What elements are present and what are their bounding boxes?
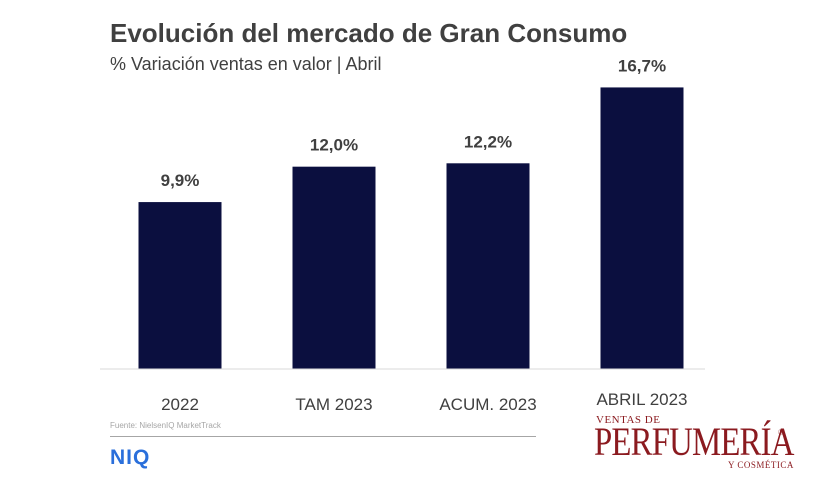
bars-group (138, 87, 684, 369)
chart-subtitle: % Variación ventas en valor | Abril (110, 54, 382, 74)
bar-4 (600, 87, 684, 369)
bar-chart: 9,9% 2022 12,0% TAM 2023 12,2% ACUM. 2023 16,7… (100, 56, 705, 414)
category-label-4: ABRIL 2023 (596, 390, 687, 409)
source-note: Fuente: NielsenIQ MarketTrack (110, 421, 221, 430)
category-label-1: 2022 (161, 395, 199, 414)
category-label-3: ACUM. 2023 (439, 395, 536, 414)
data-label-2: 12,0% (310, 136, 358, 155)
bar-1 (138, 202, 222, 369)
ventas-de-perfumeria-logo: VENTAS DE PERFUMERÍA ® Y COSMÉTICA (590, 414, 794, 474)
chart-title: Evolución del mercado de Gran Consumo (110, 18, 628, 48)
bar-3 (446, 163, 530, 369)
category-label-2: TAM 2023 (295, 395, 372, 414)
brand-main-text: PERFUMERÍA (594, 419, 794, 464)
labels-group: 9,9% 2022 12,0% TAM 2023 12,2% ACUM. 2023 16,7… (161, 56, 688, 414)
brand-top-text: VENTAS DE (596, 414, 661, 426)
data-label-1: 9,9% (161, 171, 200, 190)
registered-mark: ® (778, 428, 785, 437)
brand-bottom-text: Y COSMÉTICA (728, 460, 794, 470)
bar-2 (292, 166, 376, 369)
niq-logo: NIQ (110, 446, 151, 469)
data-label-3: 12,2% (464, 132, 512, 151)
footer-divider (110, 436, 536, 437)
data-label-4: 16,7% (618, 56, 666, 75)
